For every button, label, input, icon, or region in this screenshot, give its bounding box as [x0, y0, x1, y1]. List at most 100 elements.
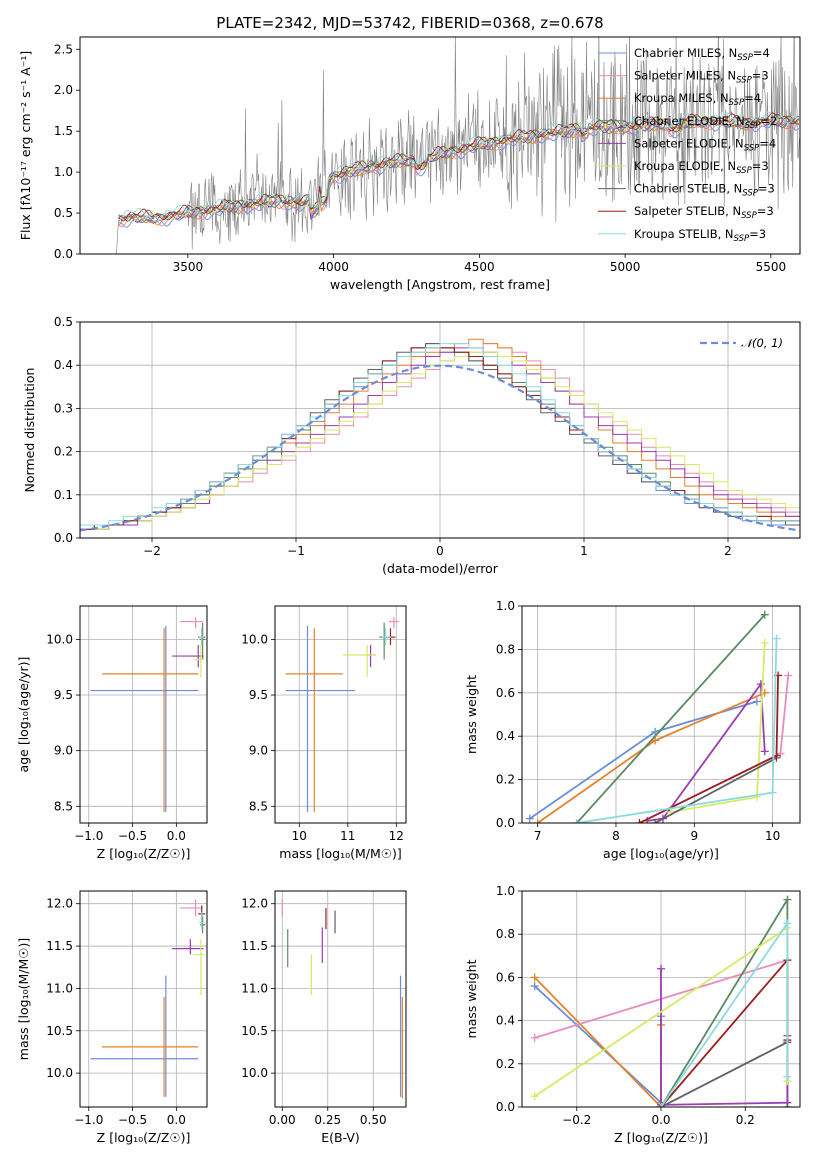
y-tick-label: 1.0	[496, 884, 515, 898]
legend: Chabrier MILES, NSSP=4 Salpeter MILES, NS…	[598, 46, 777, 244]
y-tick-label: 8.5	[54, 799, 73, 813]
y-tick-label: 0.8	[496, 642, 515, 656]
legend-entry: 𝒩(0, 1)	[741, 336, 783, 350]
errorbar-point	[342, 644, 376, 678]
x-tick-label: −1	[287, 544, 305, 558]
legend-entry: Chabrier ELODIE, NSSP=2	[634, 114, 777, 131]
errorbar-point	[171, 644, 204, 668]
errorbar-point	[381, 628, 392, 645]
y-tick-label: 0.2	[496, 773, 515, 787]
weight-line	[660, 1041, 788, 1107]
legend-entry: Kroupa MILES, NSSP=4	[634, 91, 761, 108]
x-axis-label: age [log₁₀(age/yr)]	[603, 846, 719, 861]
y-tick-label: 1.0	[496, 599, 515, 613]
y-axis-label: mass weight	[464, 675, 479, 754]
legend-entry: Kroupa STELIB, NSSP=3	[634, 227, 766, 244]
axes-frame	[521, 890, 801, 1108]
y-tick-label: 0.6	[496, 970, 515, 984]
errorbar-point	[193, 939, 205, 996]
weight-marker	[533, 819, 542, 823]
errorbar-plot	[281, 899, 403, 1099]
weight-line	[576, 614, 766, 823]
model-fit-line	[118, 115, 799, 223]
observed-spectrum	[112, 37, 800, 254]
errorbar-point	[90, 626, 199, 812]
weight-marker	[768, 788, 777, 797]
x-tick-label: −0.5	[118, 1113, 147, 1127]
x-tick-label: 1	[580, 544, 588, 558]
x-tick-label: 12	[389, 829, 404, 843]
legend-entry: Salpeter MILES, NSSP=3	[634, 69, 769, 86]
x-tick-label: 0.0	[167, 829, 186, 843]
axes-frame	[274, 890, 407, 1108]
weight-marker	[530, 1033, 539, 1042]
legend-entry: Chabrier MILES, NSSP=4	[634, 46, 770, 63]
histogram-step	[80, 351, 800, 538]
weight-marker	[657, 964, 665, 973]
y-axis-label: age [log₁₀(age/yr)]	[16, 657, 31, 773]
axes-frame	[274, 605, 407, 824]
x-tick-label: −1.0	[74, 1113, 103, 1127]
x-tick-label: 4000	[318, 260, 349, 274]
weight-line	[654, 757, 777, 823]
y-tick-label: 0.4	[496, 1014, 515, 1028]
axes-spectrum: 3500 4000 4500 5000 5500 0.0 0.5 1.0 1.5 2.0 2.5 wa…	[18, 42, 786, 292]
weight-line	[660, 957, 789, 1107]
y-tick-label: 11.5	[46, 939, 73, 953]
x-tick-label: 3500	[173, 260, 204, 274]
x-tick-label: 0.25	[314, 1113, 341, 1127]
weight-marker	[783, 919, 792, 928]
weight-marker	[651, 736, 660, 745]
x-tick-label: 5500	[756, 260, 787, 274]
x-tick-label: 11	[340, 829, 355, 843]
y-tick-label: 10.0	[241, 632, 268, 646]
y-tick-label: 10.5	[46, 1024, 73, 1038]
y-tick-label: 10.5	[241, 1024, 268, 1038]
errorbar-point	[171, 939, 204, 955]
x-tick-label: 7	[534, 829, 542, 843]
normal-reference-curve	[80, 364, 800, 532]
x-axis-label: E(B-V)	[321, 1130, 360, 1145]
weight-line	[660, 896, 789, 1107]
y-tick-label: 10.0	[241, 1066, 268, 1080]
x-tick-label: 0.50	[360, 1113, 387, 1127]
x-tick-label: 5000	[610, 260, 641, 274]
y-axis-label: Flux [fλ10⁻¹⁷ erg cm⁻² s⁻¹ A⁻¹]	[18, 51, 33, 240]
x-axis-label: Z [log₁₀(Z/Z☉)]	[97, 846, 191, 861]
errorbar-point	[101, 996, 199, 1097]
x-tick-label: 10	[765, 829, 780, 843]
y-tick-label: 0.3	[54, 401, 73, 415]
axes-mass_weight_vs_Z: −0.2 0.0 0.2 0.0 0.2 0.4 0.6 0.8 1.0 Z [log₁₀(Z/Z…	[464, 884, 800, 1145]
errorbar-point	[199, 916, 206, 934]
errorbar-point	[101, 628, 199, 812]
weight-marker	[783, 1072, 792, 1081]
axes-frame	[79, 605, 208, 824]
y-tick-label: 0.4	[496, 729, 515, 743]
chart-title: PLATE=2342, MJD=53742, FIBERID=0368, z=0…	[216, 14, 603, 32]
y-tick-label: 9.0	[54, 744, 73, 758]
y-axis-label: Normed distribution	[22, 368, 37, 493]
model-fit-line	[118, 111, 800, 221]
y-tick-label: 0.2	[54, 445, 73, 459]
weight-marker	[530, 973, 539, 982]
axes-frame	[79, 36, 801, 255]
x-axis-label: mass [log₁₀(M/M☉)]	[279, 846, 401, 861]
weight-marker	[760, 638, 769, 647]
model-fit-line	[118, 112, 800, 222]
x-axis-label: Z [log₁₀(Z/Z☉)]	[614, 1130, 708, 1145]
y-axis-label: mass weight	[464, 959, 479, 1038]
y-tick-label: 10.0	[46, 1066, 73, 1080]
y-axis-label: mass [log₁₀(M/M☉)]	[16, 938, 31, 1060]
axes-mass_vs_Z: −1.0 −0.5 0.0 10.0 10.5 11.0 11.5 12.0 Z [log₁₀(…	[16, 891, 207, 1145]
weight-marker	[752, 697, 761, 706]
errorbar-point	[199, 628, 205, 645]
axes-mass_weight_vs_age: 7 8 9 10 0.0 0.2 0.4 0.6 0.8 1.0 age [log₁₀(age/yr…	[464, 599, 800, 861]
axes-frame	[79, 321, 801, 539]
y-tick-label: 0.5	[54, 206, 73, 220]
errorbar-point	[389, 617, 399, 629]
weight-marker	[651, 819, 660, 823]
weight-marker	[530, 982, 539, 991]
errorbar-point	[90, 975, 199, 1097]
x-tick-label: 9	[690, 829, 698, 843]
